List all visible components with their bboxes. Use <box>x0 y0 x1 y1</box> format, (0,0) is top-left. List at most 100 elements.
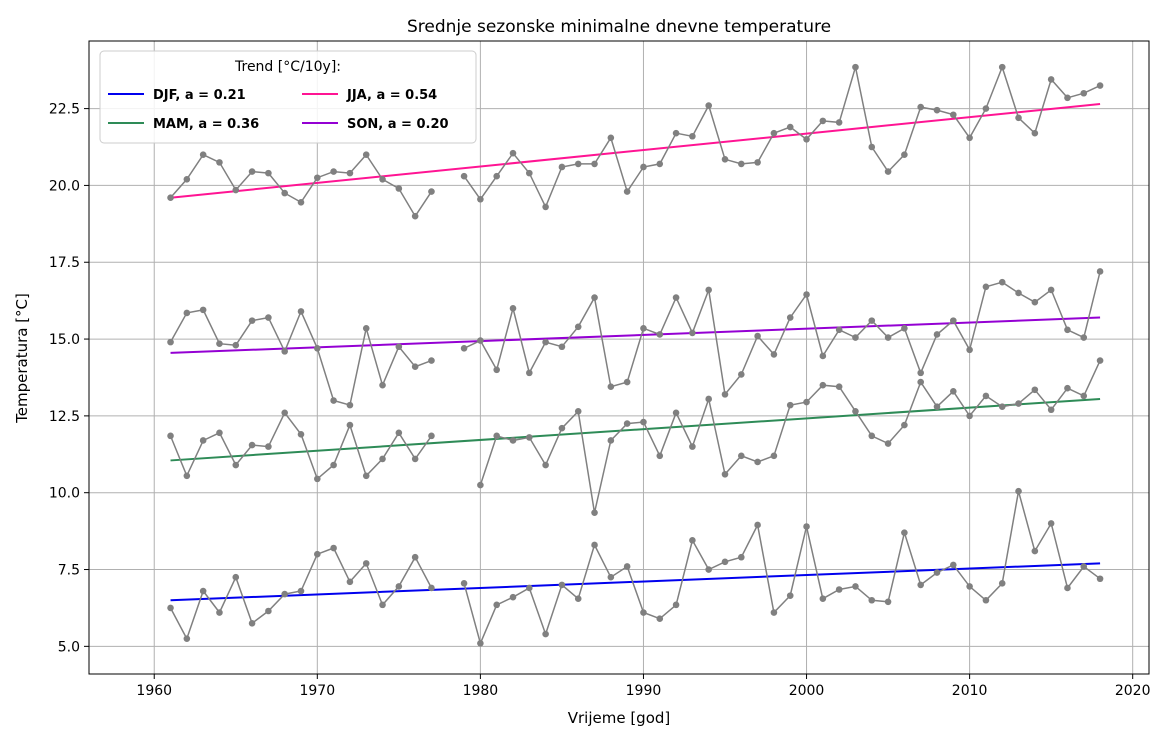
x-tick-label: 1960 <box>136 683 172 699</box>
data-point-djf <box>591 541 598 549</box>
data-point-djf <box>770 609 778 616</box>
data-point-mam <box>1064 384 1071 392</box>
data-point-jja <box>901 151 908 158</box>
data-point-djf <box>656 615 664 622</box>
data-point-son <box>998 278 1006 286</box>
data-point-son <box>265 314 272 321</box>
data-point-jja <box>786 123 794 131</box>
data-point-mam <box>477 481 484 489</box>
data-point-son <box>346 401 354 409</box>
data-point-son <box>460 344 468 352</box>
data-point-mam <box>591 509 598 516</box>
data-point-son <box>167 338 174 346</box>
data-point-son <box>297 308 305 315</box>
data-point-djf <box>362 560 370 567</box>
data-point-son <box>314 344 321 352</box>
data-point-son <box>248 317 256 324</box>
data-point-djf <box>1096 575 1104 583</box>
data-point-jja <box>721 156 729 163</box>
data-point-djf <box>199 587 207 595</box>
data-point-mam <box>558 424 566 432</box>
data-point-jja <box>509 149 517 157</box>
data-point-son <box>819 352 827 360</box>
data-point-jja <box>167 194 174 202</box>
data-point-son <box>281 348 288 355</box>
data-point-jja <box>982 105 990 112</box>
x-tick-label: 1990 <box>626 683 662 699</box>
data-point-jja <box>297 199 305 206</box>
data-point-son <box>640 325 647 332</box>
data-point-jja <box>362 151 370 158</box>
data-point-djf <box>346 578 354 586</box>
data-point-son <box>656 331 664 338</box>
data-point-jja <box>591 160 598 168</box>
y-tick-label: 15.0 <box>49 332 80 348</box>
data-point-mam <box>835 383 843 390</box>
data-point-djf <box>379 601 386 609</box>
data-point-son <box>542 338 549 346</box>
data-point-mam <box>509 437 517 444</box>
x-tick-label: 1980 <box>463 683 499 699</box>
data-point-jja <box>607 134 615 142</box>
y-tick-label: 7.5 <box>58 563 80 579</box>
data-point-jja <box>1080 89 1088 97</box>
trend-line-mam <box>170 397 1101 462</box>
data-point-mam <box>574 407 582 415</box>
data-point-jja <box>493 172 500 180</box>
data-point-djf <box>395 583 403 590</box>
data-point-djf <box>1015 487 1022 495</box>
data-point-jja <box>1064 94 1071 102</box>
data-point-jja <box>1047 76 1055 83</box>
data-point-djf <box>183 635 191 642</box>
data-point-djf <box>542 630 549 638</box>
data-point-jja <box>199 151 207 158</box>
data-point-jja <box>281 189 288 197</box>
data-point-son <box>395 343 403 351</box>
y-tick-label: 20.0 <box>49 178 80 194</box>
x-tick-label: 1970 <box>299 683 335 699</box>
data-point-djf <box>477 639 484 647</box>
data-point-jja <box>379 175 386 183</box>
data-point-jja <box>1096 82 1104 89</box>
data-point-son <box>754 332 761 340</box>
data-point-djf <box>933 569 941 576</box>
data-point-jja <box>460 172 468 180</box>
data-point-jja <box>1031 129 1039 137</box>
data-point-djf <box>754 521 761 529</box>
data-point-jja <box>542 203 549 211</box>
data-point-son <box>1015 289 1022 297</box>
data-point-son <box>232 341 240 349</box>
data-point-son <box>574 323 582 331</box>
legend-entry-label: JJA, a = 0.54 <box>346 88 437 103</box>
data-point-jja <box>754 159 761 166</box>
x-axis-label: Vrijeme [god] <box>568 709 671 727</box>
data-line-son <box>463 271 1101 397</box>
data-point-son <box>786 314 794 321</box>
data-point-jja <box>950 111 957 119</box>
data-point-jja <box>314 174 321 182</box>
data-point-mam <box>819 381 827 389</box>
data-point-djf <box>803 523 810 530</box>
chart-title: Srednje sezonske minimalne dnevne temper… <box>407 17 831 37</box>
data-point-mam <box>705 395 712 403</box>
data-point-son <box>493 366 500 374</box>
data-point-mam <box>330 461 337 469</box>
data-point-jja <box>477 195 484 203</box>
data-point-djf <box>526 584 533 592</box>
data-point-son <box>1031 298 1039 306</box>
data-point-son <box>330 397 337 404</box>
data-point-djf <box>297 587 305 595</box>
trend-line-jja <box>170 102 1101 199</box>
data-point-djf <box>835 586 843 593</box>
data-point-mam <box>982 392 990 400</box>
data-point-djf <box>265 607 272 615</box>
data-point-mam <box>493 432 500 440</box>
data-point-jja <box>672 129 680 137</box>
trend-line-son <box>170 316 1101 354</box>
data-point-djf <box>460 580 468 587</box>
data-series <box>167 63 1104 647</box>
data-point-son <box>950 317 957 324</box>
data-point-djf <box>819 595 827 603</box>
data-point-mam <box>950 388 957 395</box>
data-point-jja <box>428 188 435 195</box>
